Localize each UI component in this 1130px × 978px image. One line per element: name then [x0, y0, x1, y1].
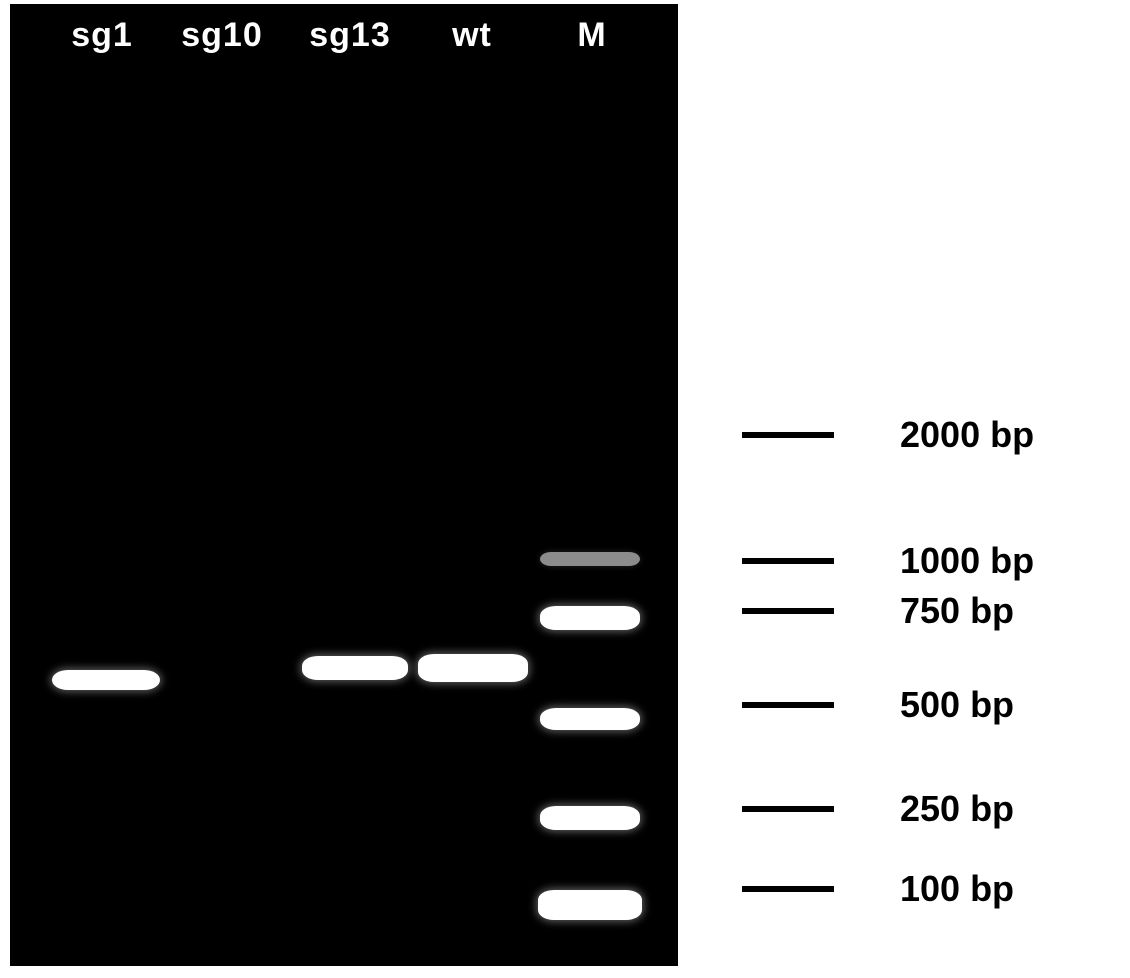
- lane-label-wt: wt: [412, 16, 532, 55]
- lane-label-sg1: sg1: [42, 16, 162, 55]
- gel-figure: sg1sg10sg13wtM 2000 bp 1000 bp 750 bp 500 b…: [0, 0, 1130, 978]
- gel-band: [538, 890, 642, 920]
- ladder-tick: [742, 702, 834, 708]
- gel-band: [540, 708, 640, 730]
- gel-band: [540, 552, 640, 566]
- lane-label-sg13: sg13: [290, 16, 410, 55]
- lane-label-sg10: sg10: [162, 16, 282, 55]
- ladder-label: 100 bp: [900, 868, 1014, 910]
- gel-band: [52, 670, 160, 690]
- ladder-label: 1000 bp: [900, 540, 1034, 582]
- gel-band: [540, 806, 640, 830]
- ladder-tick: [742, 886, 834, 892]
- ladder-label: 250 bp: [900, 788, 1014, 830]
- ladder-tick: [742, 806, 834, 812]
- gel-band: [418, 654, 528, 682]
- gel-band: [540, 606, 640, 630]
- gel-band: [302, 656, 408, 680]
- ladder-label: 750 bp: [900, 590, 1014, 632]
- ladder-label: 500 bp: [900, 684, 1014, 726]
- lane-label-M: M: [532, 16, 652, 55]
- ladder-tick: [742, 608, 834, 614]
- ladder-tick: [742, 432, 834, 438]
- gel-image: sg1sg10sg13wtM: [10, 4, 678, 966]
- ladder-tick: [742, 558, 834, 564]
- ladder-label: 2000 bp: [900, 414, 1034, 456]
